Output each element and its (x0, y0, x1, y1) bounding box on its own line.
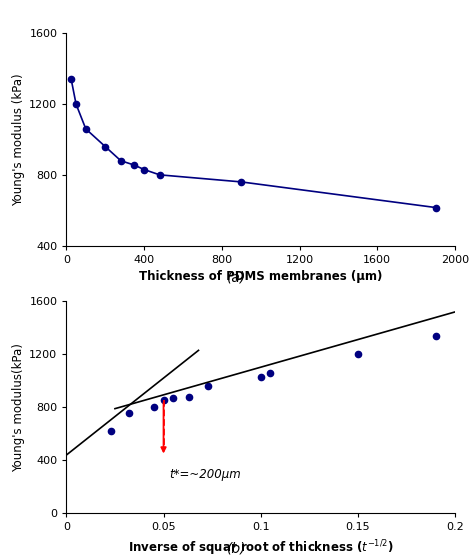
Text: t*=~200μm: t*=~200μm (169, 468, 241, 482)
Text: (a): (a) (228, 271, 246, 285)
Y-axis label: Young's modulus (kPa): Young's modulus (kPa) (12, 73, 25, 206)
X-axis label: Inverse of squar root of thickness ($t^{-1/2}$): Inverse of squar root of thickness ($t^{… (128, 538, 393, 557)
Text: (b): (b) (227, 541, 247, 555)
Y-axis label: Young's modulus(kPa): Young's modulus(kPa) (12, 343, 25, 472)
X-axis label: Thickness of PDMS membranes (μm): Thickness of PDMS membranes (μm) (139, 270, 383, 283)
